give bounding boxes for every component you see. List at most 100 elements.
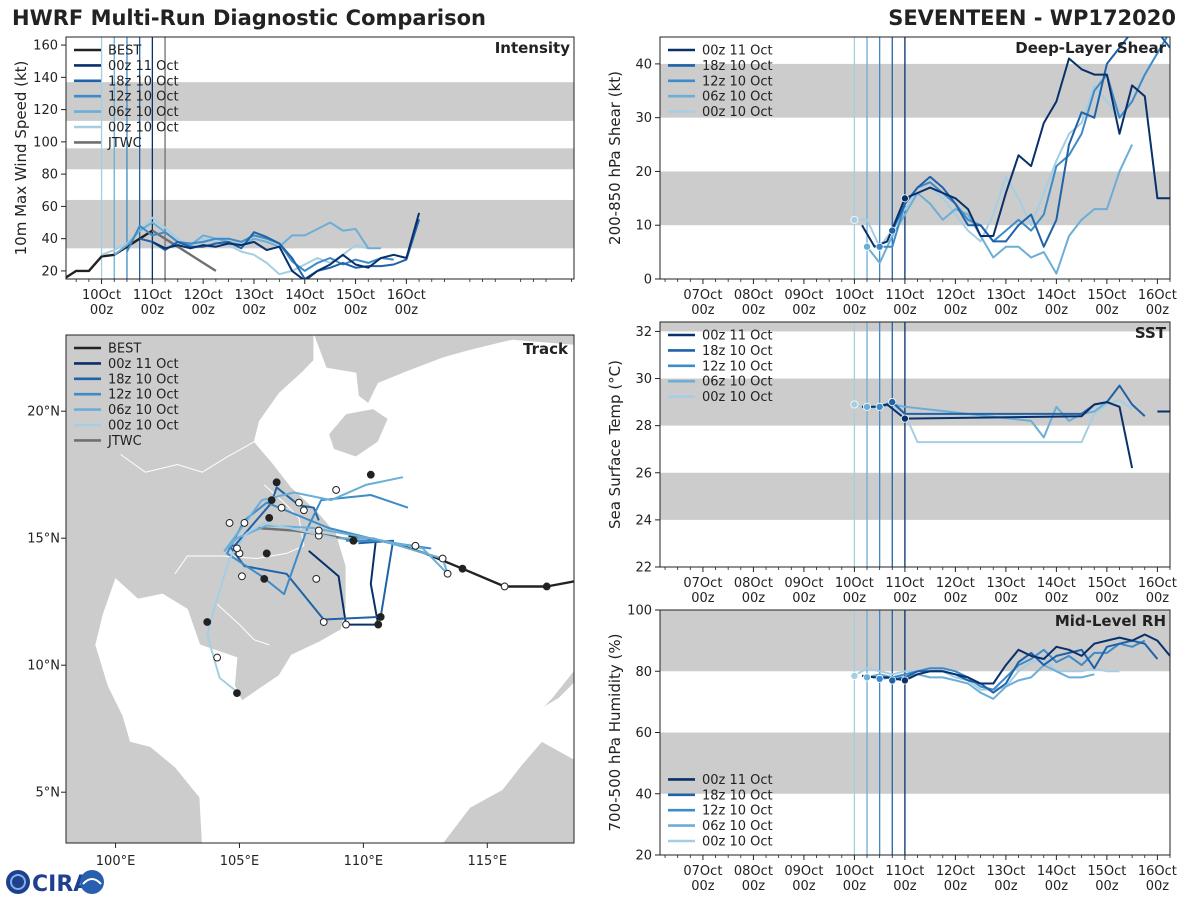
intensity-legend-label: BEST: [108, 44, 141, 59]
rh-xtick-hour: 00z: [843, 879, 867, 894]
sst-init-marker: [875, 402, 884, 411]
intensity-ytick-label: 20: [41, 264, 58, 279]
shear-legend-label: 18z 10 Oct: [702, 59, 773, 74]
sst-xtick-date: 10Oct: [835, 576, 874, 591]
rh-ytick-label: 20: [635, 849, 652, 864]
intensity-series-jtwc: [151, 229, 217, 272]
sst-xtick-hour: 00z: [742, 591, 766, 606]
rh-xtick-date: 11Oct: [885, 864, 924, 879]
track-position-marker: [319, 618, 328, 626]
shear-xtick-date: 14Oct: [1037, 288, 1076, 303]
sst-ytick-label: 28: [635, 419, 652, 434]
sst-panel-title: SST: [1135, 324, 1167, 342]
track-position-marker: [342, 620, 350, 629]
shear-init-marker: [900, 194, 909, 203]
rh-xtick-hour: 00z: [742, 879, 766, 894]
sst-xtick-date: 07Oct: [683, 576, 722, 591]
sst-xtick-hour: 00z: [893, 591, 917, 606]
shear-series-06z-10-oct: [866, 144, 1134, 275]
track-lon-label: 105°E: [220, 854, 260, 869]
sst-xtick-date: 11Oct: [885, 576, 924, 591]
rh-legend-label: 18z 10 Oct: [702, 788, 773, 803]
shear-xtick-date: 10Oct: [835, 288, 874, 303]
shear-ytick-label: 40: [635, 57, 652, 72]
sst-init-marker: [850, 400, 859, 409]
intensity-xtick-date: 10Oct: [82, 288, 121, 303]
shear-ytick-label: 10: [635, 219, 652, 234]
shear-xtick-date: 09Oct: [784, 288, 823, 303]
track-position-marker: [542, 582, 551, 591]
sst-xtick-date: 08Oct: [734, 576, 773, 591]
shear-ytick-label: 0: [644, 273, 652, 288]
intensity-xtick-hour: 00z: [242, 303, 266, 318]
shear-xtick-hour: 00z: [944, 303, 968, 318]
sst-ytick-label: 32: [635, 325, 652, 340]
rh-xtick-hour: 00z: [691, 879, 715, 894]
shear-plot-area: [660, 37, 1170, 279]
sst-legend-label: 12z 10 Oct: [702, 359, 773, 374]
rh-init-marker: [863, 673, 872, 682]
shear-series-00z-11-oct: [861, 57, 1170, 248]
rh-xtick-date: 08Oct: [734, 864, 773, 879]
sst-frame: [659, 321, 1171, 568]
track-lat-label: 5°N: [36, 786, 61, 801]
intensity-series-06z-10-oct: [113, 221, 381, 256]
intensity-xtick-hour: 00z: [90, 303, 114, 318]
track-panel: 5°N 10°N 15°N 20°N 100°E 105°E 110°E 115°E Track…: [27, 334, 575, 869]
sst-plot-area: [660, 322, 1170, 567]
shear-xtick-date: 11Oct: [885, 288, 924, 303]
leizhou-peninsula: [313, 335, 574, 405]
rh-legend-label: 00z 10 Oct: [702, 835, 773, 850]
track-position-marker: [500, 582, 509, 591]
rh-xtick-hour: 00z: [1095, 879, 1119, 894]
rh-xtick-hour: 00z: [994, 879, 1018, 894]
rh-init-marker: [875, 674, 884, 683]
track-position-marker: [295, 498, 303, 507]
country-border: [120, 441, 255, 473]
sst-ytick-label: 22: [635, 561, 652, 576]
intensity-xtick-hour: 00z: [293, 303, 317, 318]
rh-legend-label: 00z 11 Oct: [702, 773, 773, 788]
rh-ytick-label: 40: [635, 787, 652, 802]
sst-xtick-date: 09Oct: [784, 576, 823, 591]
track-position-marker: [374, 620, 383, 629]
intensity-legend-label: 00z 11 Oct: [108, 59, 179, 74]
sst-xtick-date: 16Oct: [1138, 576, 1177, 591]
shear-xtick-date: 12Oct: [936, 288, 975, 303]
track-lon-label: 115°E: [468, 854, 508, 869]
shear-init-marker: [863, 242, 872, 251]
intensity-legend-label: 12z 10 Oct: [108, 90, 179, 105]
track-position-marker: [267, 496, 276, 505]
intensity-xtick-date: 11Oct: [133, 288, 172, 303]
shear-band: [660, 63, 1170, 118]
sst-xtick-hour: 00z: [1095, 591, 1119, 606]
sst-xtick-date: 15Oct: [1087, 576, 1126, 591]
track-00z-10-oct: [206, 522, 337, 697]
intensity-ytick-label: 40: [41, 232, 58, 247]
intensity-panel-title: Intensity: [495, 39, 571, 57]
track-legend-label: 00z 10 Oct: [108, 419, 179, 434]
intensity-series-18z-10-oct: [139, 218, 421, 279]
intensity-panel: 2040608010012014016010Oct00z11Oct00z12Oc…: [12, 36, 575, 318]
intensity-xtick-date: 13Oct: [234, 288, 273, 303]
track-lon-label: 110°E: [344, 854, 384, 869]
intensity-legend-label: 06z 10 Oct: [108, 105, 179, 120]
rh-panel: 2040608010007Oct00z08Oct00z09Oct00z10Oct…: [606, 604, 1177, 895]
shear-xtick-hour: 00z: [1045, 303, 1069, 318]
rh-xtick-date: 10Oct: [835, 864, 874, 879]
track-position-marker: [299, 506, 308, 515]
track-lat-label: 10°N: [27, 659, 60, 674]
rh-xtick-date: 14Oct: [1037, 864, 1076, 879]
track-position-marker: [314, 526, 323, 535]
track-legend-label: 06z 10 Oct: [108, 403, 179, 418]
shear-legend-label: 00z 10 Oct: [702, 105, 773, 120]
rh-xtick-hour: 00z: [893, 879, 917, 894]
intensity-ytick-label: 60: [41, 200, 58, 215]
track-legend-label: 00z 11 Oct: [108, 357, 179, 372]
rh-init-marker: [900, 676, 909, 685]
sst-xtick-date: 13Oct: [986, 576, 1025, 591]
sst-xtick-date: 14Oct: [1037, 576, 1076, 591]
shear-legend-label: 06z 10 Oct: [702, 90, 773, 105]
